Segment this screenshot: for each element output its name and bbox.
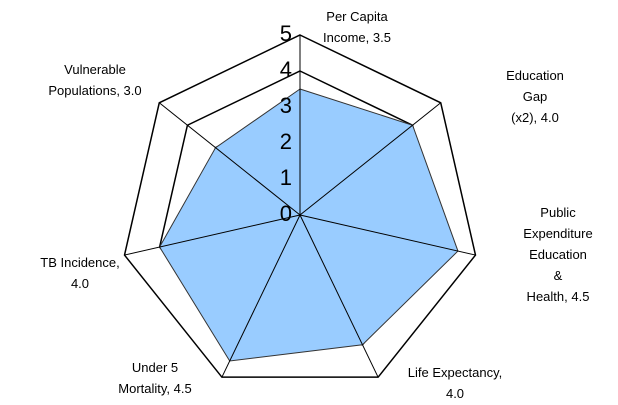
r-tick-label: 5 xyxy=(280,21,292,46)
r-tick-label: 3 xyxy=(280,93,292,118)
data-area xyxy=(159,88,459,362)
r-tick-label: 1 xyxy=(280,165,292,190)
spoke xyxy=(124,214,301,256)
r-tick-label: 4 xyxy=(280,57,292,82)
spoke xyxy=(299,102,442,216)
spoke xyxy=(158,102,301,216)
grid-ring xyxy=(123,34,477,378)
category-label: Per Capita Income, 3.5 xyxy=(323,9,391,45)
category-label: Life Expectancy, 4.0 xyxy=(407,365,503,401)
r-tick-label: 2 xyxy=(280,129,292,154)
spoke xyxy=(221,214,301,378)
spoke xyxy=(299,214,379,378)
category-label: Under 5 Mortality, 4.5 xyxy=(118,360,192,396)
r-tick-label: 0 xyxy=(280,201,292,226)
spoke xyxy=(299,214,476,256)
category-label: Vulnerable Populations, 3.0 xyxy=(48,62,142,98)
category-label: Education Gap (x2), 4.0 xyxy=(506,68,564,125)
category-label: TB Incidence, 4.0 xyxy=(40,255,120,291)
category-label: Public Expenditure Education & Health, 4… xyxy=(523,205,593,304)
